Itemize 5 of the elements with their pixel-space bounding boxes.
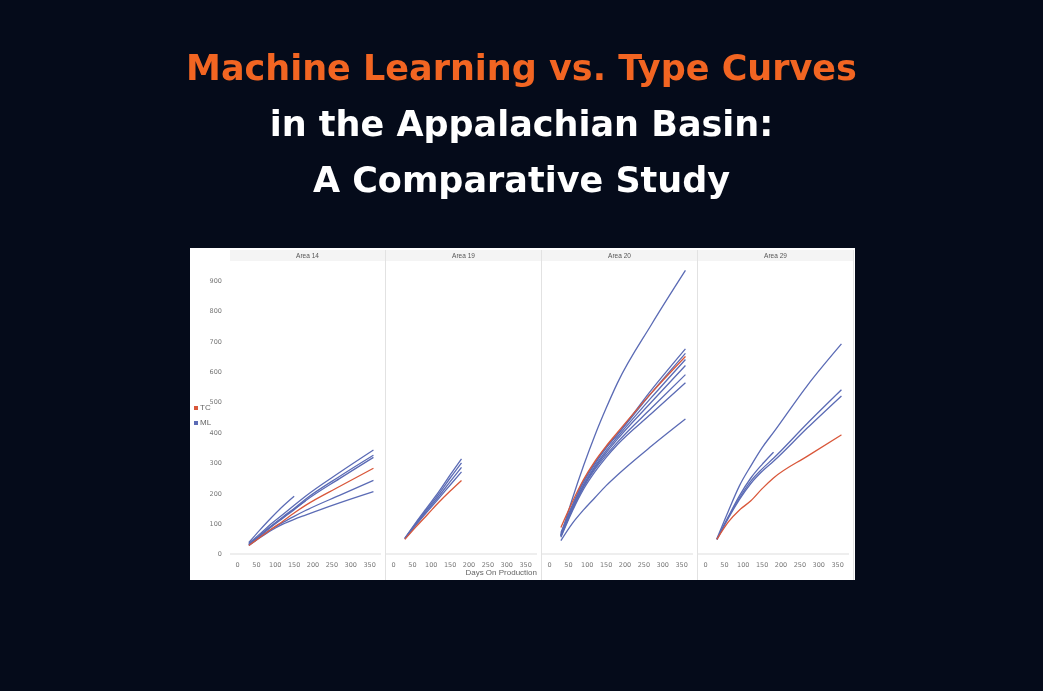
legend-label: ML (199, 418, 212, 427)
legend-label: TC (199, 403, 211, 412)
x-axis-title: Days On Production (465, 568, 537, 577)
text: in the Appalachian Basin: A Comparative Study (268, 103, 775, 202)
text: Machine Learning vs. Type Curves (185, 47, 858, 90)
